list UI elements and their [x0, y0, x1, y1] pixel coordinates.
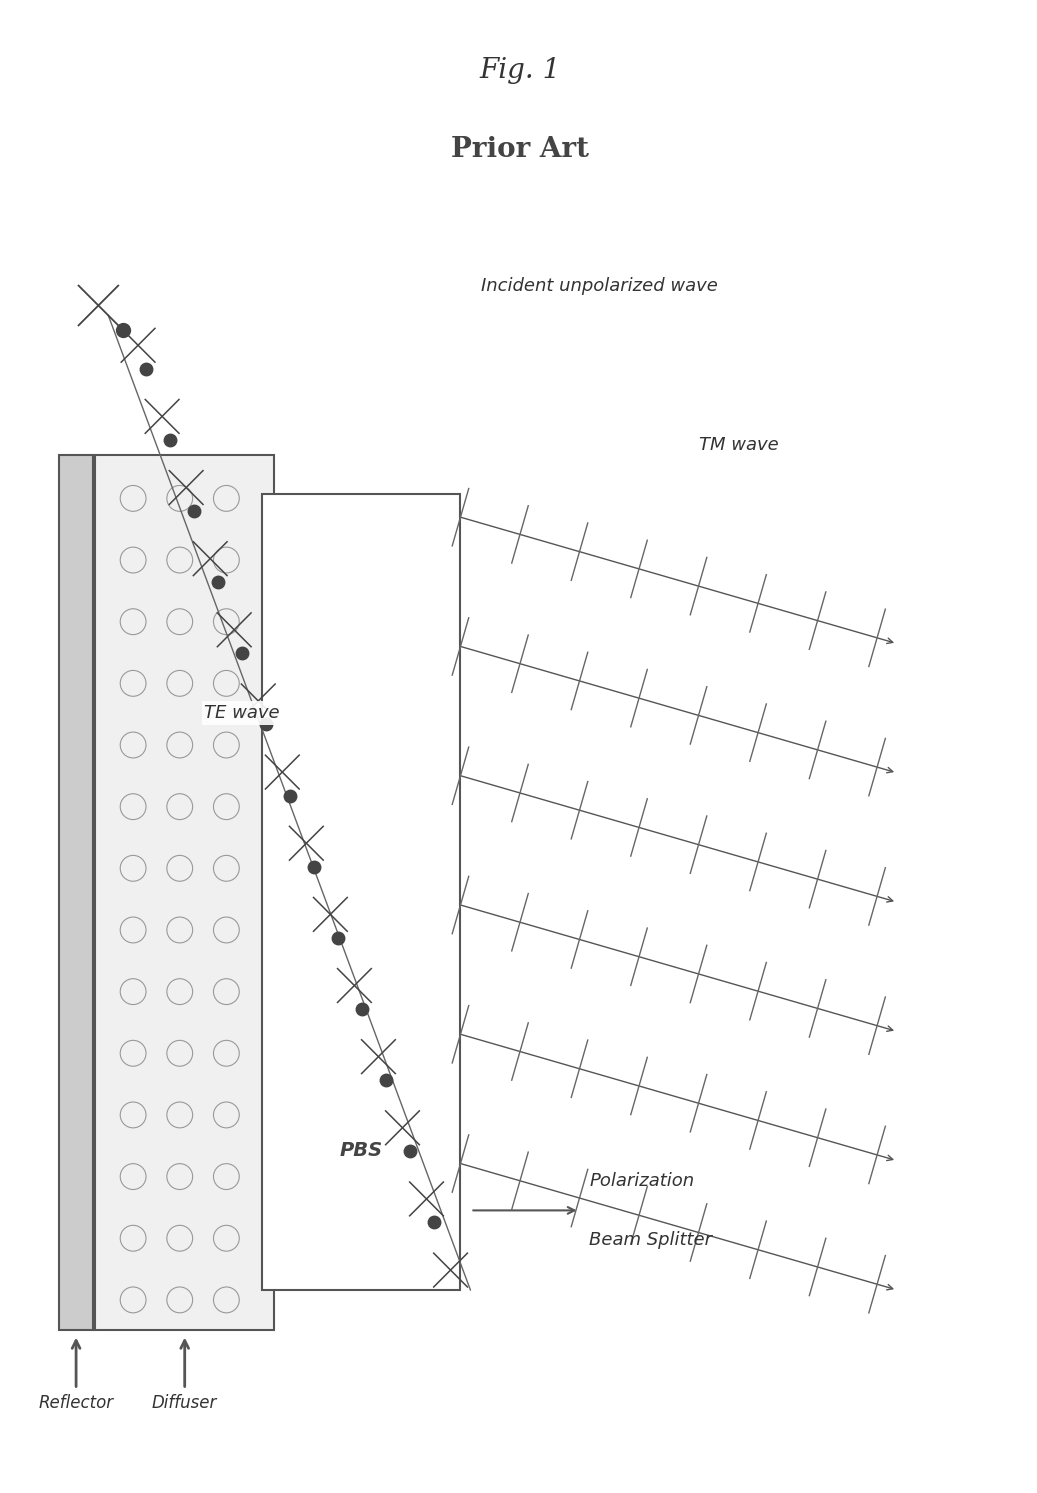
Text: Prior Art: Prior Art [451, 136, 589, 163]
Text: Beam Splitter: Beam Splitter [589, 1232, 712, 1250]
Bar [262, 494, 460, 1290]
Text: Incident unpolarized wave: Incident unpolarized wave [481, 276, 718, 294]
Text: Fig. 1: Fig. 1 [479, 57, 561, 84]
Bar [95, 455, 274, 1330]
Text: TE wave: TE wave [204, 705, 280, 723]
Text: Polarization: Polarization [589, 1172, 695, 1190]
Text: Reflector: Reflector [38, 1394, 114, 1412]
Text: PBS: PBS [340, 1141, 383, 1160]
Text: Diffuser: Diffuser [152, 1394, 218, 1412]
Text: TM wave: TM wave [699, 436, 779, 454]
Bar [59, 455, 93, 1330]
